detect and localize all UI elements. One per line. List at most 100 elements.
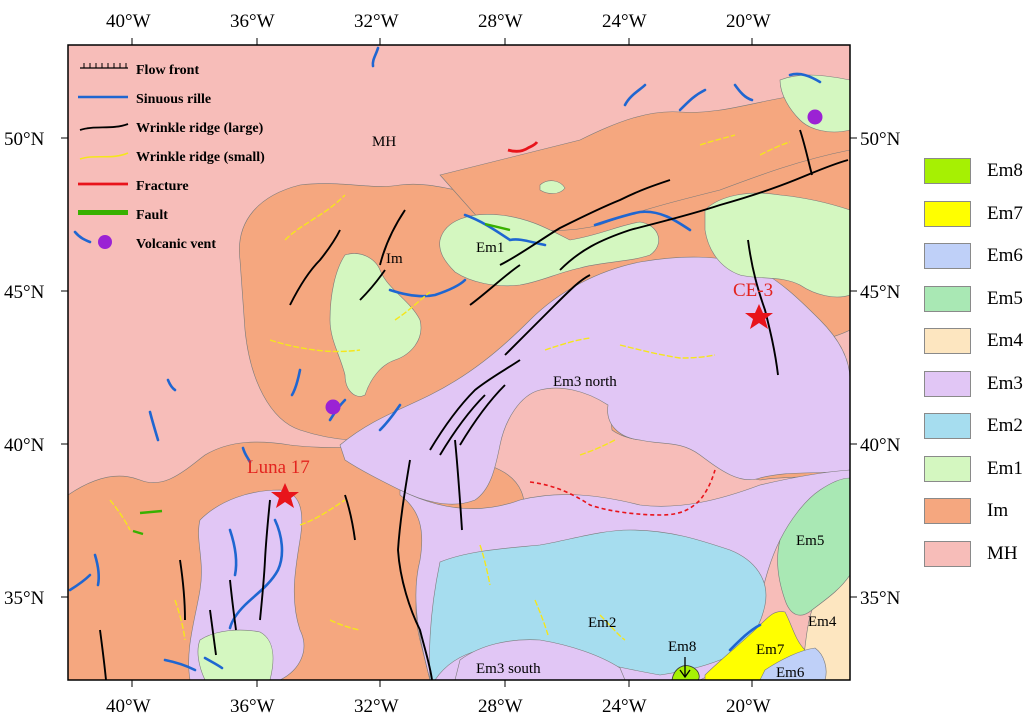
- fault-line-1: [484, 222, 511, 232]
- unit-legend-label: Em3: [987, 372, 1023, 394]
- volcanic-vent-marker: [807, 109, 823, 125]
- legend-fracture: Fracture: [136, 179, 189, 194]
- unit-em1-area-central: [439, 214, 659, 287]
- unit-legend-label: Em8: [987, 160, 1023, 181]
- wrinkle-ridges-large: [99, 129, 849, 680]
- map-label-im: Im: [386, 251, 403, 267]
- graticule-ticks: [61, 38, 857, 687]
- map-label-em4: Em4: [808, 614, 837, 630]
- legend-sinuous-rille: Sinuous rille: [136, 92, 211, 107]
- legend-fault: Fault: [136, 208, 168, 223]
- lat-label-left: 35°N: [4, 588, 45, 609]
- lat-label-left: 45°N: [4, 282, 45, 303]
- unit-legend-row: Em7: [921, 200, 1033, 229]
- unit-legend-row: Em6: [921, 243, 1033, 271]
- map-label-em3-south: Em3 south: [476, 661, 541, 677]
- lon-label-bottom: 32°W: [354, 696, 399, 717]
- lon-label-top: 24°W: [602, 11, 647, 32]
- map-label-em1: Em1: [476, 240, 504, 256]
- unit-legend-label: MH: [987, 542, 1018, 564]
- map-label-em7: Em7: [756, 642, 785, 658]
- unit-legend-swatch: [924, 413, 971, 439]
- unit-legend-swatch: [924, 285, 971, 312]
- unit-em6-area: [759, 647, 827, 680]
- unit-legend-swatch: [924, 243, 971, 269]
- feature-legend: Flow front Sinuous rille Wrinkle ridge (…: [78, 63, 265, 252]
- unit-legend-swatch: [924, 328, 971, 354]
- legend-wrinkle-small: Wrinkle ridge (small): [136, 150, 265, 165]
- volcanic-vent-legend-icon: [98, 235, 112, 249]
- unit-legend-row: Em2: [921, 413, 1033, 441]
- unit-em1-area-east: [704, 192, 850, 298]
- lat-label-left: 40°N: [4, 435, 45, 456]
- lat-label-right: 40°N: [860, 435, 901, 456]
- map-units: [68, 45, 850, 680]
- luna17-star-icon: [271, 483, 299, 508]
- unit-legend-swatch: [924, 540, 971, 567]
- wrinkle-large-legend-icon: [79, 123, 129, 131]
- unit-legend-label: Em4: [987, 330, 1023, 351]
- flow-front-legend-ticks: [83, 63, 127, 68]
- lon-label-top: 40°W: [106, 11, 151, 32]
- lon-label-top: 20°W: [726, 11, 771, 32]
- unit-em1-area-south: [197, 629, 274, 680]
- legend-wrinkle-large: Wrinkle ridge (large): [136, 121, 264, 136]
- wrinkle-ridges-small: [109, 134, 791, 641]
- unit-legend-label: Em5: [987, 287, 1023, 309]
- unit-legend-row: Em4: [921, 328, 1033, 356]
- unit-legend-swatch: [924, 370, 971, 397]
- map-label-em2: Em2: [588, 615, 616, 631]
- map-label-em5: Em5: [796, 533, 824, 549]
- fault-line-3: [132, 529, 144, 536]
- ce3-label: CE-3: [733, 280, 773, 301]
- unit-legend-swatch: [924, 498, 971, 524]
- lat-label-right: 50°N: [860, 129, 901, 150]
- flow-front-line: [529, 469, 716, 516]
- map-label-em8: Em8: [668, 639, 696, 655]
- lat-label-right: 45°N: [860, 282, 901, 303]
- em8-arrow-icon: [679, 657, 691, 679]
- map-label-em6: Em6: [776, 665, 805, 681]
- unit-em3-north-area: [339, 256, 850, 505]
- fault-line-2: [139, 509, 163, 515]
- unit-legend-label: Em2: [987, 415, 1023, 436]
- unit-em1-area-small: [539, 180, 566, 194]
- fault-legend-icon: [78, 210, 128, 215]
- unit-legend-row: Em8: [921, 158, 1033, 186]
- volcanic-vent-marker: [325, 399, 341, 415]
- fracture-line: [507, 141, 539, 153]
- unit-legend-row: MH: [921, 540, 1033, 569]
- unit-legend-row: Em5: [921, 285, 1033, 314]
- unit-legend-row: Em3: [921, 370, 1033, 399]
- lat-label-left: 50°N: [4, 129, 45, 150]
- linear-features: [68, 46, 849, 680]
- unit-legend-swatch: [924, 158, 971, 184]
- lat-label-right: 35°N: [860, 588, 901, 609]
- luna17-label: Luna 17: [247, 457, 310, 478]
- lon-label-bottom: 36°W: [230, 696, 275, 717]
- lon-label-bottom: 24°W: [602, 696, 647, 717]
- wrinkle-small-legend-icon: [79, 152, 129, 160]
- unit-em1-area-ne: [779, 74, 850, 133]
- legend-flow-front: Flow front: [136, 63, 199, 78]
- lon-label-top: 28°W: [478, 11, 523, 32]
- unit-legend-swatch: [924, 455, 971, 482]
- ce3-star-icon: [745, 304, 773, 329]
- unit-legend-row: Im: [921, 498, 1033, 526]
- unit-legend-label: Em1: [987, 457, 1023, 479]
- unit-legend: Em8 Em7 Em6 Em5 Em4 Em3 Em2 Em1 Im MH: [921, 158, 1033, 578]
- lon-label-bottom: 40°W: [106, 696, 151, 717]
- unit-legend-swatch: [924, 200, 971, 227]
- map-label-mh: MH: [372, 134, 396, 150]
- map-frame: [67, 44, 851, 681]
- unit-im-area-northeast: [439, 79, 850, 231]
- unit-legend-row: Em1: [921, 455, 1033, 484]
- unit-em1-area-west: [329, 253, 422, 397]
- unit-legend-label: Im: [987, 500, 1009, 521]
- unit-legend-label: Em6: [987, 245, 1023, 266]
- lon-label-top: 32°W: [354, 11, 399, 32]
- lon-label-top: 36°W: [230, 11, 275, 32]
- lon-label-bottom: 20°W: [726, 696, 771, 717]
